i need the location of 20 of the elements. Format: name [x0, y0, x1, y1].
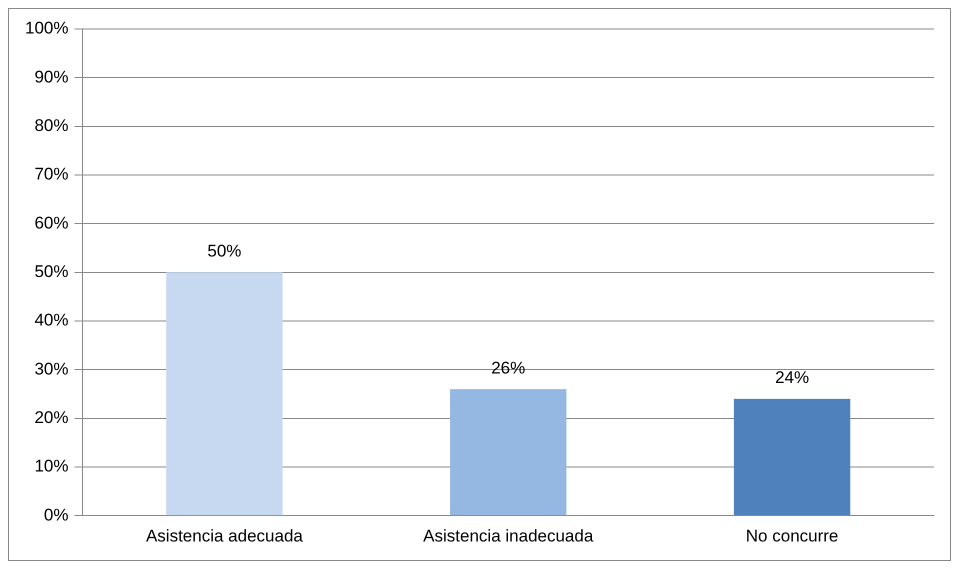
x-tick-label: Asistencia inadecuada: [423, 526, 594, 546]
x-tick-label: Asistencia adecuada: [146, 526, 304, 546]
x-tick-label: No concurre: [746, 526, 838, 546]
y-tick-label: 90%: [34, 67, 68, 86]
y-tick-label: 0%: [44, 505, 68, 524]
y-tick-label: 20%: [34, 408, 68, 427]
y-tick-label: 10%: [34, 456, 68, 476]
data-label: 26%: [491, 358, 526, 378]
y-tick-label: 50%: [34, 262, 68, 281]
bar: [450, 389, 566, 516]
y-tick-label: 40%: [34, 310, 68, 330]
data-label: 24%: [775, 368, 810, 388]
data-label: 50%: [207, 241, 242, 260]
y-tick-label: 100%: [24, 18, 68, 38]
y-tick-label: 30%: [34, 359, 68, 378]
bar: [166, 272, 283, 516]
bar: [734, 398, 850, 516]
y-tick-label: 70%: [34, 164, 68, 184]
y-tick-label: 60%: [34, 213, 68, 232]
y-tick-label: 80%: [34, 116, 68, 136]
